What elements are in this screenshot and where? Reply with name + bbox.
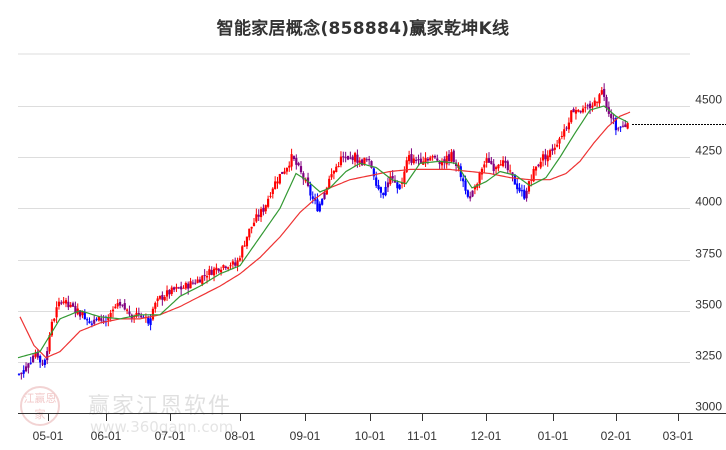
y-tick-label: 3250 [695, 349, 722, 363]
x-tick-label: 08-01 [225, 429, 256, 443]
chart-title: 智能家居概念(858884)赢家乾坤K线 [216, 19, 510, 39]
watermark-name: 赢家江恩软件 [88, 394, 233, 419]
x-tick-label: 11-01 [407, 429, 437, 443]
x-tick-label: 10-01 [355, 429, 386, 443]
x-axis: 05-01 06-01 07-01 08-01 09-01 10-01 11-01 12-01… [18, 413, 726, 443]
x-tick-label: 12-01 [471, 429, 502, 443]
x-tick-label: 02-01 [601, 429, 632, 443]
x-tick-label: 05-01 [33, 429, 64, 443]
y-tick-label: 3500 [695, 298, 722, 312]
y-tick-label: 4500 [695, 93, 722, 107]
x-tick-label: 03-01 [663, 429, 694, 443]
watermark-url: www.360gann.com [90, 418, 234, 436]
moving-average-lines [17, 105, 631, 359]
x-tick-label: 01-01 [538, 429, 569, 443]
y-tick-label: 4000 [695, 195, 722, 209]
y-tick-label: 3000 [695, 400, 722, 414]
y-axis-labels: 3000 3250 3500 3750 4000 4250 4500 [695, 93, 722, 414]
x-tick-label: 07-01 [155, 429, 186, 443]
x-tick-label: 09-01 [290, 429, 321, 443]
ma-long-line [19, 111, 631, 359]
grid-lines [18, 53, 690, 363]
watermark-logo-icon: 江赢恩家 [20, 386, 60, 426]
candlesticks [17, 83, 629, 380]
ma-short-line [17, 105, 629, 359]
y-tick-label: 3750 [695, 247, 722, 261]
y-tick-label: 4250 [695, 144, 722, 158]
x-tick-label: 06-01 [91, 429, 122, 443]
